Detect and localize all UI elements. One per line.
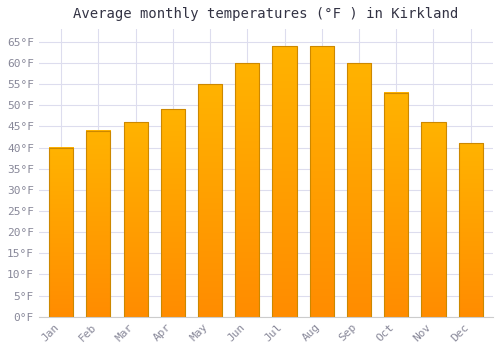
Bar	[458, 143, 483, 317]
Bar	[347, 63, 371, 317]
Bar	[49, 148, 73, 317]
Bar	[384, 92, 408, 317]
Bar	[198, 84, 222, 317]
Bar	[160, 110, 185, 317]
Bar	[86, 131, 110, 317]
Bar	[235, 63, 260, 317]
Title: Average monthly temperatures (°F ) in Kirkland: Average monthly temperatures (°F ) in Ki…	[74, 7, 458, 21]
Bar	[422, 122, 446, 317]
Bar	[272, 46, 296, 317]
Bar	[124, 122, 148, 317]
Bar	[310, 46, 334, 317]
